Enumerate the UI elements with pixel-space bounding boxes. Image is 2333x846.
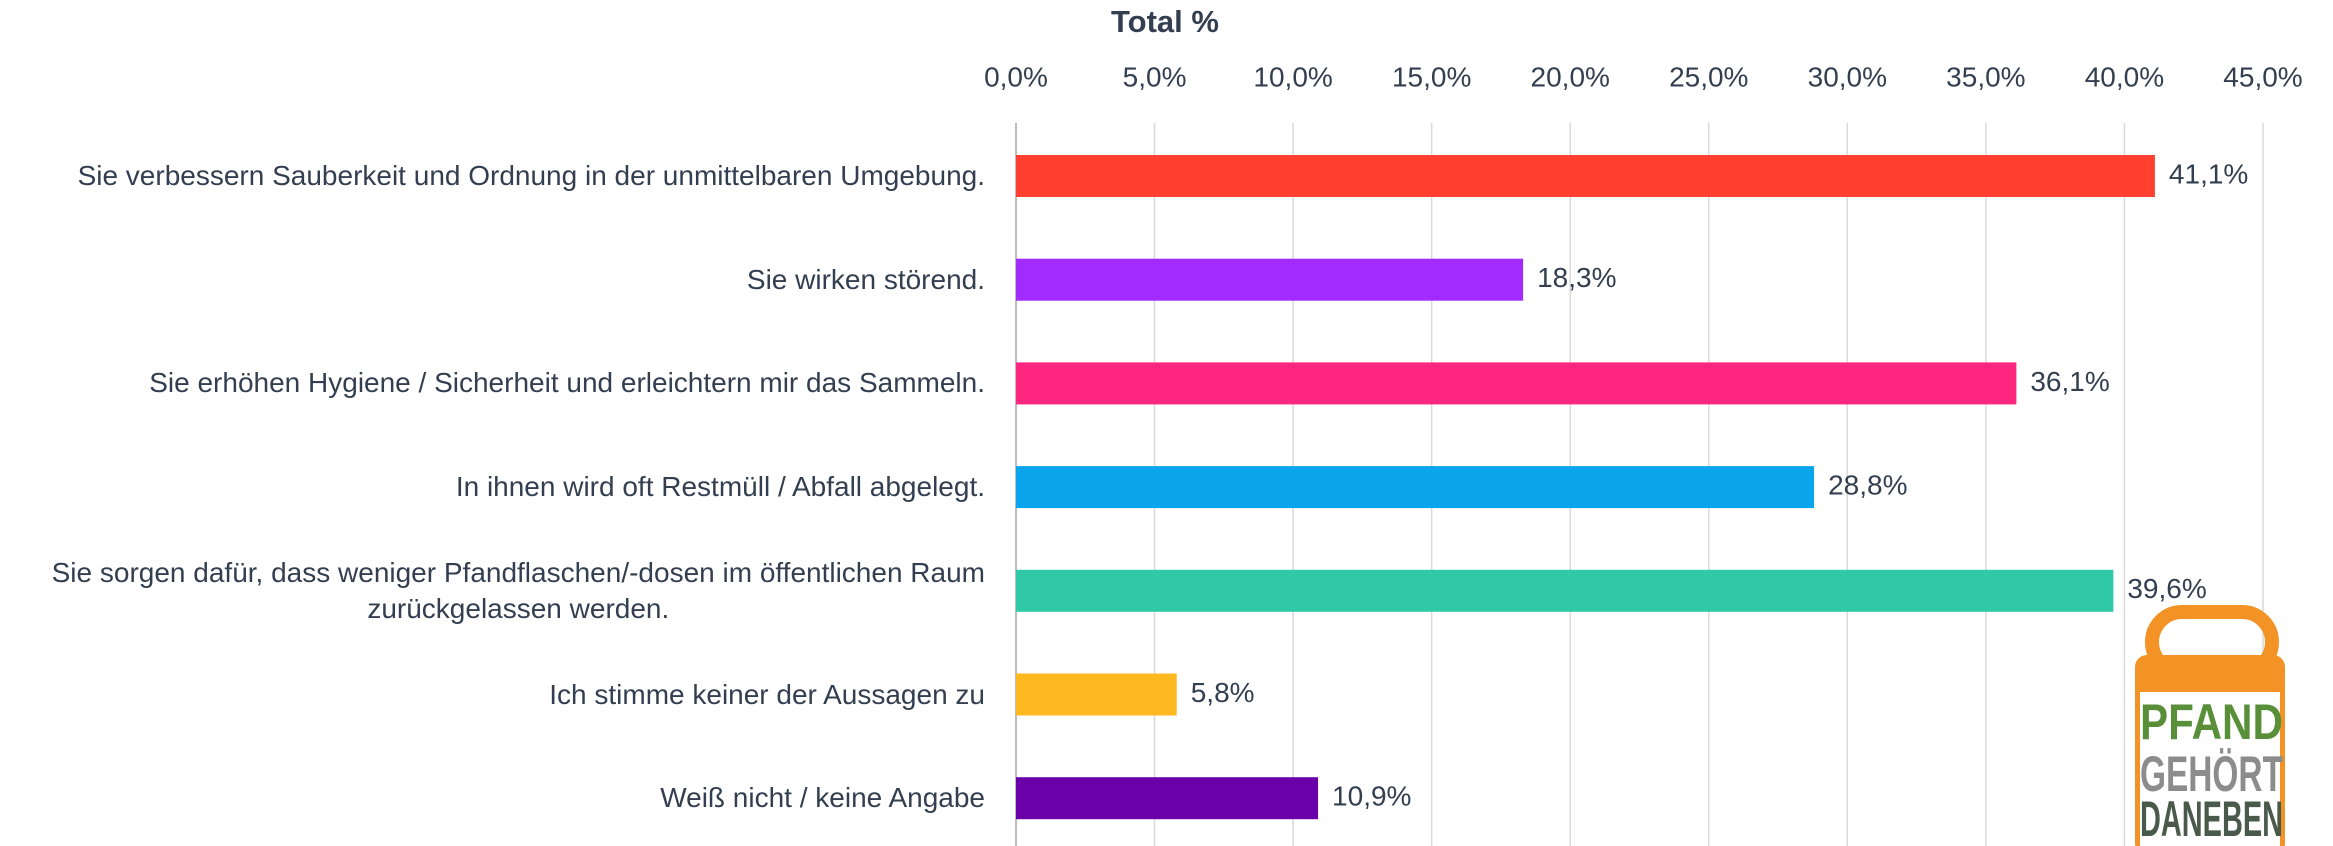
x-tick-label: 35,0% xyxy=(1946,61,2025,92)
category-label: Sie verbessern Sauberkeit und Ordnung in… xyxy=(77,160,985,191)
x-tick-label: 10,0% xyxy=(1253,61,1332,92)
data-label: 28,8% xyxy=(1828,469,1907,500)
category-label: Sie erhöhen Hygiene / Sicherheit und erl… xyxy=(149,367,985,399)
x-tick-label: 20,0% xyxy=(1531,61,1610,92)
bar xyxy=(1016,466,1815,509)
data-label: 5,8% xyxy=(1191,677,1255,708)
bar xyxy=(1016,673,1177,716)
chart-title: Total % xyxy=(1111,4,1219,39)
category-label: In ihnen wird oft Restmüll / Abfall abge… xyxy=(455,471,985,503)
x-tick-label: 45,0% xyxy=(2223,61,2302,92)
x-tick-label: 30,0% xyxy=(1808,61,1887,92)
bar xyxy=(1016,155,2155,197)
data-label: 39,6% xyxy=(2127,573,2206,604)
data-label: 10,9% xyxy=(1332,781,1411,812)
logo-text: GEHÖRT xyxy=(2140,746,2283,802)
category-label: Ich stimme keiner der Aussagen zu xyxy=(549,678,985,710)
data-label: 36,1% xyxy=(2030,366,2109,397)
logo-text: DANEBEN xyxy=(2140,791,2283,846)
category-label: Sie wirken störend. xyxy=(746,263,985,295)
x-tick-label: 0,0% xyxy=(984,61,1048,92)
x-tick-label: 40,0% xyxy=(2085,61,2164,92)
category-label: Weiß nicht / keine Angabe xyxy=(660,782,985,814)
bar xyxy=(1016,362,2017,405)
logo-text: PFAND xyxy=(2140,694,2283,750)
bar xyxy=(1016,569,2114,612)
x-tick-label: 25,0% xyxy=(1669,61,1748,92)
x-tick-label: 15,0% xyxy=(1392,61,1471,92)
logo-panel xyxy=(2140,692,2280,846)
data-label: 41,1% xyxy=(2169,158,2248,189)
bar xyxy=(1016,258,1524,301)
data-label: 18,3% xyxy=(1537,262,1616,293)
bar xyxy=(1016,777,1319,820)
x-tick-label: 5,0% xyxy=(1123,61,1187,92)
category-label: Sie sorgen dafür, dass weniger Pfandflas… xyxy=(51,556,985,624)
